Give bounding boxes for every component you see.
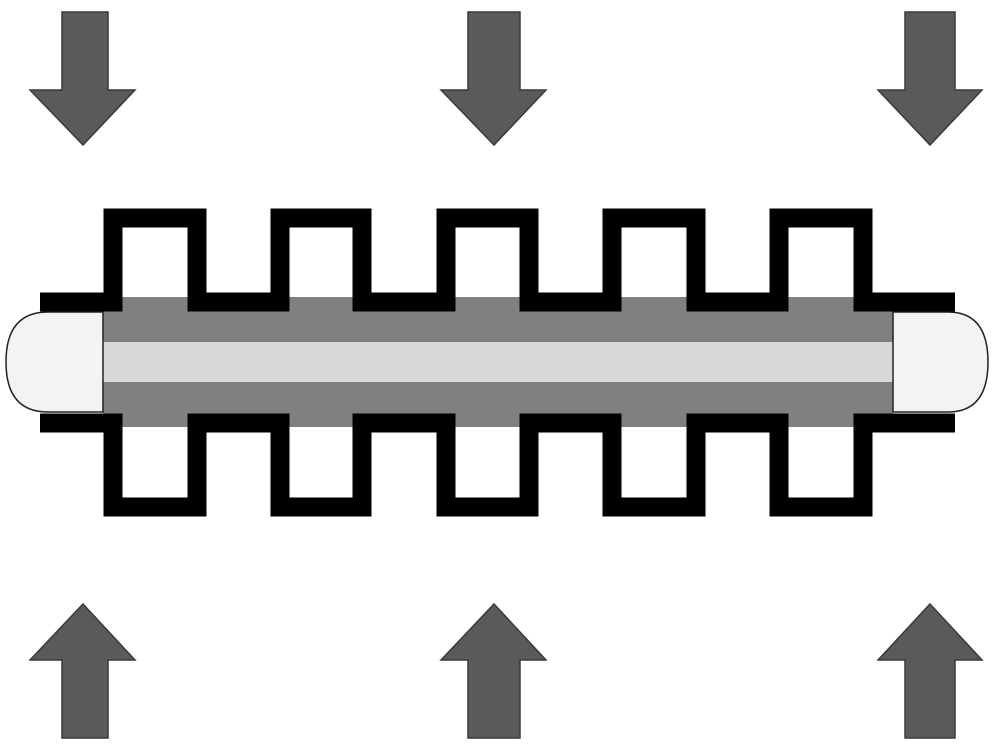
left-end-cap <box>5 311 104 413</box>
end-caps <box>5 311 989 413</box>
arrow-up-icon-3 <box>876 602 984 739</box>
arrow-up-icon-2 <box>439 602 548 739</box>
core-inner-layer <box>103 342 893 382</box>
arrow-down-icon-2 <box>439 11 548 147</box>
arrow-down-icon-1 <box>28 11 137 147</box>
top-arrows <box>28 11 984 147</box>
right-end-cap <box>892 311 989 413</box>
core-bar <box>103 297 893 427</box>
bottom-arrows <box>28 602 984 739</box>
top-serpentine-frame <box>40 208 955 312</box>
arrow-up-icon-1 <box>28 602 137 739</box>
arrow-down-icon-3 <box>876 11 984 147</box>
bottom-serpentine-frame <box>40 413 955 517</box>
